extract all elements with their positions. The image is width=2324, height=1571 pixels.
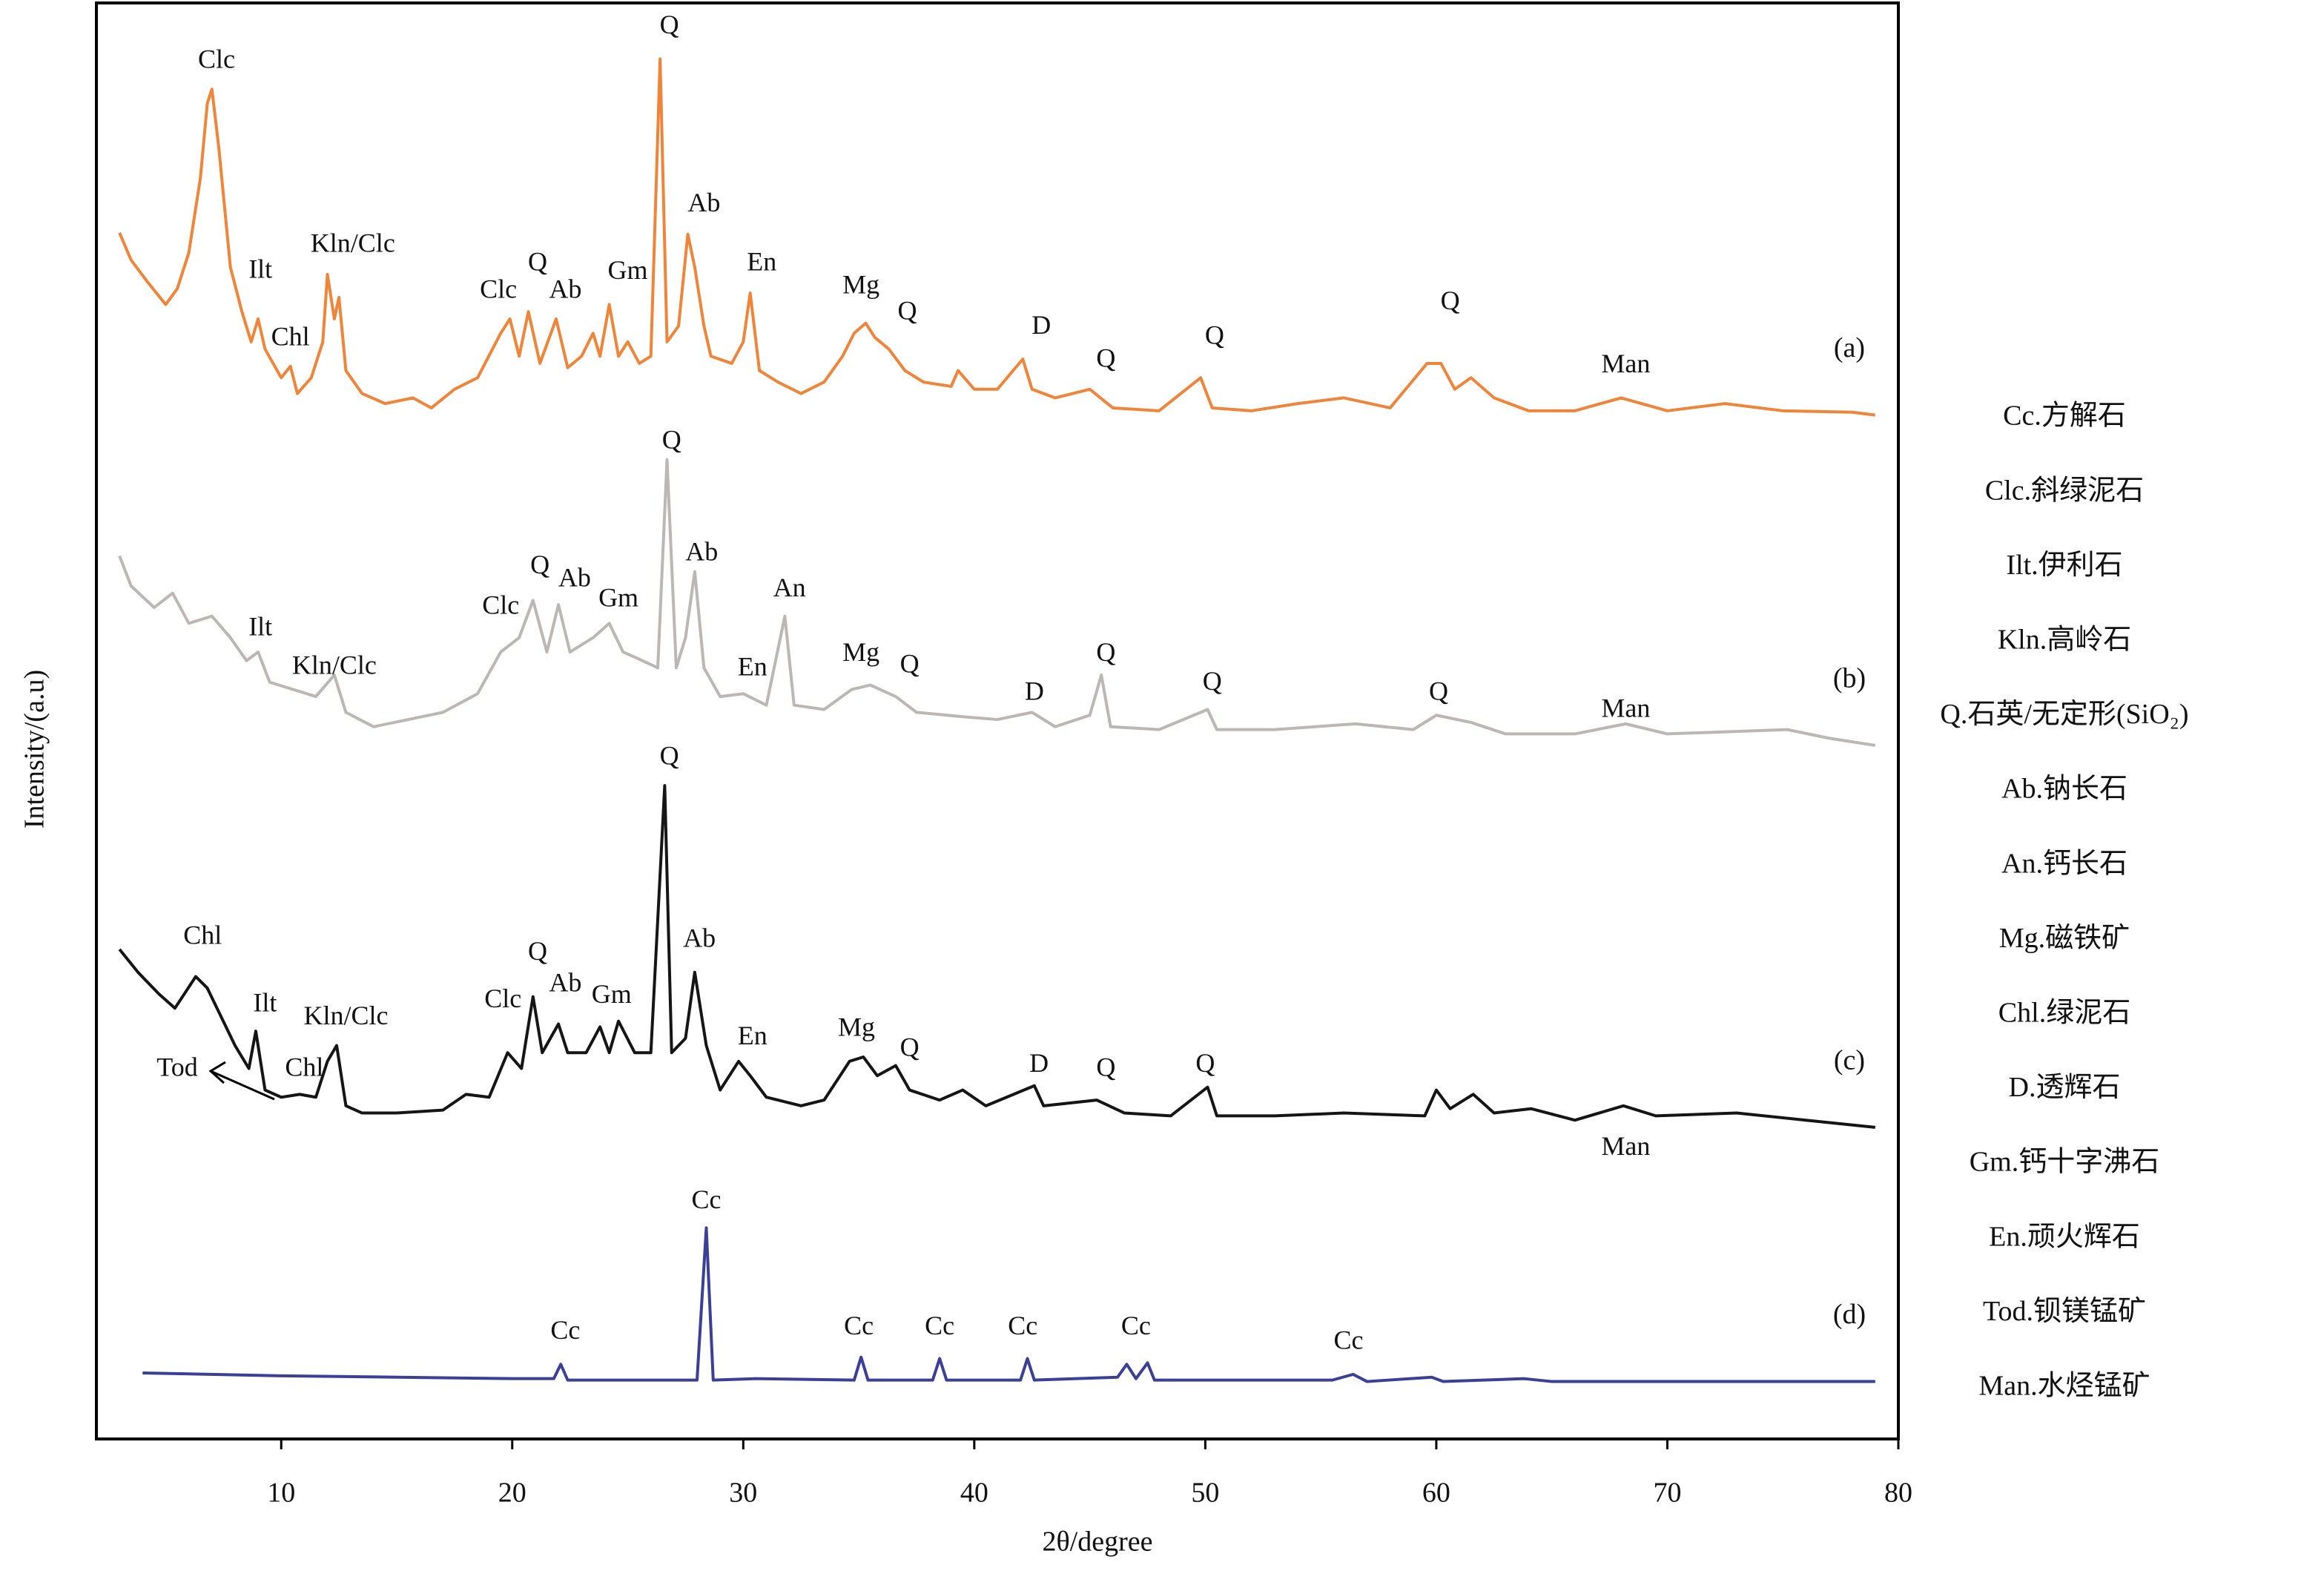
peak-label: Kln/Clc <box>292 651 377 680</box>
peak-label: Ilt <box>248 611 272 641</box>
x-tick-label: 10 <box>267 1478 295 1509</box>
peak-label: Ab <box>558 563 591 593</box>
peak-label: Man <box>1601 349 1650 378</box>
peak-label: Q <box>660 741 679 771</box>
peak-label: Q <box>1096 343 1115 372</box>
x-tick-label: 40 <box>960 1478 988 1509</box>
legend-entry: En.顽火辉石 <box>1989 1221 2140 1252</box>
series-label: (a) <box>1834 332 1865 363</box>
peak-label: Kln/Clc <box>311 228 395 257</box>
peak-label: Q <box>900 1032 920 1062</box>
peak-label: Mg <box>842 637 879 667</box>
plot-frame <box>95 1 1900 1440</box>
peak-label: Ilt <box>253 988 277 1018</box>
peak-label: Cc <box>925 1311 954 1340</box>
peak-label: Q <box>1096 1053 1115 1082</box>
peak-label: Mg <box>838 1012 875 1042</box>
peak-label: Q <box>528 936 547 966</box>
peak-label: Clc <box>480 274 517 303</box>
series-label: (d) <box>1833 1299 1866 1330</box>
peak-label: Q <box>528 247 547 277</box>
peak-label: Cc <box>1121 1311 1151 1340</box>
peak-label: Q <box>1096 637 1115 667</box>
y-axis-label: Intensity/(a.u) <box>19 670 50 829</box>
peak-label: Ab <box>549 274 581 303</box>
peak-label: Cc <box>844 1311 874 1340</box>
peak-label: Cc <box>1008 1311 1037 1340</box>
peak-label: Q <box>898 295 917 325</box>
legend-entry: An.钙长石 <box>2001 848 2127 879</box>
peak-label: Q <box>1429 676 1448 705</box>
legend-entry: Q.石英/无定形(SiO₂) <box>1940 699 2188 730</box>
peak-label: D <box>1025 676 1044 705</box>
peak-label: Tod <box>156 1053 197 1082</box>
peak-label: Chl <box>183 920 222 950</box>
series-label: (c) <box>1834 1044 1865 1076</box>
legend-entry: Gm.钙十字沸石 <box>1970 1147 2160 1178</box>
peak-label: Q <box>1195 1048 1215 1078</box>
x-axis-label: 2θ/degree <box>1042 1526 1152 1558</box>
peak-label: Man <box>1601 1131 1650 1161</box>
peak-label: Man <box>1601 694 1650 723</box>
peak-label: Ab <box>549 967 581 997</box>
peak-label: Q <box>1203 666 1222 696</box>
peak-label: D <box>1029 1048 1049 1078</box>
peak-label: Clc <box>482 590 519 619</box>
x-tick-label: 20 <box>498 1478 526 1509</box>
peak-label: Ilt <box>248 254 272 283</box>
legend-entry: D.透辉石 <box>2009 1072 2121 1103</box>
x-tick-label: 70 <box>1653 1478 1681 1509</box>
peak-label: D <box>1031 310 1051 340</box>
peak-label: Gm <box>592 979 632 1009</box>
peak-label: Q <box>660 10 679 39</box>
peak-label: Q <box>1441 286 1460 315</box>
peak-label: Ab <box>687 188 720 217</box>
peak-label: Chl <box>271 321 310 351</box>
peak-label: Gm <box>608 255 648 285</box>
peak-label: Clc <box>484 984 521 1013</box>
x-tick-label: 50 <box>1191 1478 1219 1509</box>
peak-label: Cc <box>550 1315 580 1345</box>
peak-label: Mg <box>842 270 879 300</box>
peak-label: Q <box>1205 320 1224 349</box>
peak-label: Q <box>662 425 681 455</box>
tod-arrow <box>208 1061 275 1101</box>
peak-label: En <box>738 1021 767 1050</box>
x-tick-label: 80 <box>1884 1478 1912 1509</box>
x-tick-label: 60 <box>1422 1478 1450 1509</box>
peak-label: Q <box>900 649 920 679</box>
legend-entry: Ab.钠长石 <box>2001 774 2127 805</box>
legend-entry: Ilt.伊利石 <box>2006 550 2122 581</box>
peak-label: Gm <box>598 583 638 613</box>
legend-entry: Kln.高岭石 <box>1998 625 2132 656</box>
legend-entry: Man.水烃锰矿 <box>1978 1371 2150 1402</box>
xrd-pattern <box>118 57 1876 417</box>
peak-label: Cc <box>1334 1325 1364 1355</box>
peak-label: Ab <box>685 537 718 567</box>
xrd-pattern <box>118 458 1876 747</box>
peak-label: Cc <box>691 1185 721 1214</box>
peak-label: Q <box>530 550 549 579</box>
legend-entry: Chl.绿泥石 <box>1998 998 2130 1029</box>
x-tick-label: 30 <box>729 1478 757 1509</box>
legend-entry: Tod.钡镁锰矿 <box>1983 1296 2146 1327</box>
xrd-pattern <box>142 1226 1875 1383</box>
peak-label: Clc <box>198 45 235 74</box>
peak-label: Kln/Clc <box>303 1001 388 1030</box>
legend-entry: Cc.方解石 <box>2003 401 2126 432</box>
peak-label: Chl <box>285 1053 323 1082</box>
series-label: (b) <box>1833 663 1866 694</box>
peak-label: En <box>738 652 767 682</box>
peak-label: An <box>773 573 806 602</box>
legend-entry: Clc.斜绿泥石 <box>1985 475 2144 506</box>
peak-label: Ab <box>683 923 716 952</box>
xrd-pattern <box>118 784 1876 1129</box>
peak-label: En <box>747 247 776 277</box>
legend-entry: Mg.磁铁矿 <box>1999 923 2130 954</box>
